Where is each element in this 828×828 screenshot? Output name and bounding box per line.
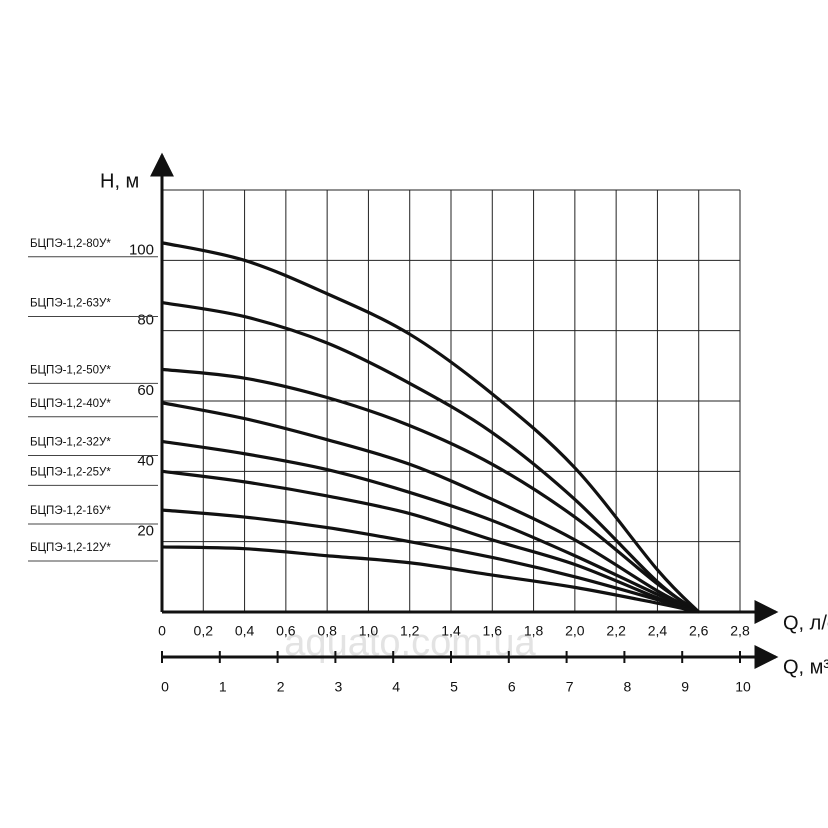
x-tick-label: 1,2 — [400, 623, 420, 639]
x2-tick-label: 0 — [161, 679, 169, 695]
x2-tick-label: 10 — [735, 679, 751, 695]
x-tick-label: 2,0 — [565, 623, 585, 639]
series-label: БЦПЭ-1,2-50У* — [30, 364, 111, 376]
y-tick-label: 20 — [137, 523, 154, 540]
y-tick-label: 60 — [137, 382, 154, 399]
x-tick-label: 1,6 — [483, 623, 503, 639]
x-tick-label: 1,4 — [441, 623, 461, 639]
x2-tick-label: 2 — [277, 679, 285, 695]
pump-curve — [161, 469, 700, 614]
x-tick-label: 0 — [158, 623, 166, 639]
pump-curve — [161, 300, 700, 614]
x2-tick-label: 8 — [624, 679, 632, 695]
x-tick-label: 0,4 — [235, 623, 255, 639]
x2-tick-label: 6 — [508, 679, 516, 695]
x2-tick-label: 7 — [566, 679, 574, 695]
series-label: БЦПЭ-1,2-40У* — [30, 398, 111, 410]
series-label: БЦПЭ-1,2-80У* — [30, 238, 111, 250]
y-tick-label: 80 — [137, 312, 154, 329]
x-axis-label: Q, л/с — [783, 612, 828, 634]
y-tick-label: 100 — [129, 241, 154, 258]
pump-curve — [161, 508, 700, 614]
x-tick-label: 0,8 — [317, 623, 337, 639]
x-tick-label: 1,0 — [359, 623, 379, 639]
y-axis-label: Н, м — [100, 170, 139, 192]
x2-tick-label: 3 — [335, 679, 343, 695]
series-label: БЦПЭ-1,2-25У* — [30, 466, 111, 478]
pump-curve — [161, 545, 700, 614]
series-label: БЦПЭ-1,2-63У* — [30, 298, 111, 310]
x2-axis-label: Q, м³/ч — [783, 656, 828, 678]
series-label: БЦПЭ-1,2-16У* — [30, 505, 111, 517]
x-tick-label: 2,6 — [689, 623, 709, 639]
x-tick-label: 1,8 — [524, 623, 544, 639]
x-tick-label: 0,6 — [276, 623, 296, 639]
x-tick-label: 2,4 — [648, 623, 668, 639]
x2-tick-label: 1 — [219, 679, 227, 695]
pump-curve — [161, 439, 700, 614]
pump-curve — [161, 241, 700, 614]
x-tick-label: 0,2 — [194, 623, 214, 639]
x-tick-label: 2,8 — [730, 623, 750, 639]
x2-tick-label: 9 — [681, 679, 689, 695]
series-label: БЦПЭ-1,2-12У* — [30, 542, 111, 554]
pump-curve — [161, 401, 700, 614]
series-label: БЦПЭ-1,2-32У* — [30, 436, 111, 448]
x2-tick-label: 4 — [392, 679, 400, 695]
y-tick-label: 40 — [137, 452, 154, 469]
pump-curve — [161, 367, 700, 614]
x-tick-label: 2,2 — [606, 623, 626, 639]
x2-tick-label: 5 — [450, 679, 458, 695]
